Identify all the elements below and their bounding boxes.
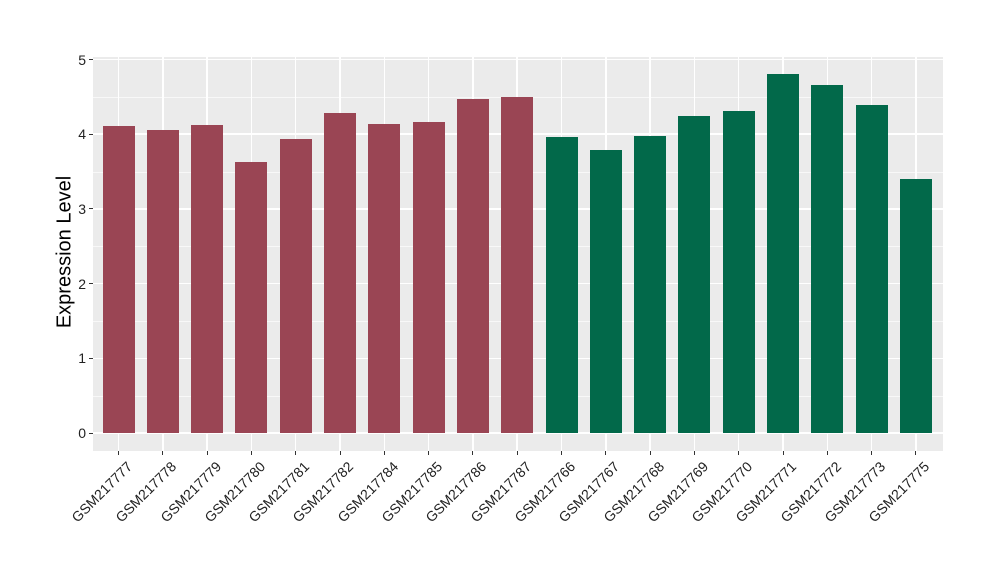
- x-tick-mark: [738, 451, 740, 455]
- y-tick-label: 0: [78, 425, 86, 441]
- y-tick-mark: [89, 208, 93, 210]
- y-axis-title: Expression Level: [53, 175, 76, 329]
- y-tick-label: 2: [78, 275, 86, 292]
- x-tick-mark: [693, 451, 695, 455]
- y-tick-mark: [89, 432, 93, 434]
- x-tick-mark: [428, 451, 430, 455]
- bar-GSM217770: [722, 111, 755, 433]
- gridline-major: [93, 432, 943, 434]
- bar-GSM217780: [235, 161, 268, 433]
- y-tick-label: 4: [78, 126, 86, 143]
- x-tick-mark: [561, 451, 562, 455]
- x-tick-mark: [826, 451, 828, 455]
- bar-GSM217773: [855, 105, 888, 433]
- bar-GSM217786: [456, 99, 489, 433]
- x-tick-mark: [250, 451, 252, 455]
- gridline-major: [93, 58, 943, 61]
- bar-GSM217767: [589, 149, 622, 433]
- y-tick-mark: [89, 59, 93, 60]
- y-tick-mark: [89, 133, 93, 135]
- y-tick-label: 3: [78, 200, 86, 217]
- x-tick-mark: [915, 451, 917, 455]
- bar-GSM217778: [146, 129, 179, 433]
- x-tick-mark: [871, 451, 873, 455]
- x-tick-mark: [649, 451, 651, 455]
- y-tick-label: 5: [78, 51, 86, 68]
- bar-GSM217766: [545, 137, 578, 433]
- x-tick-mark: [162, 451, 164, 455]
- y-tick-mark: [89, 357, 93, 359]
- bar-GSM217781: [279, 138, 312, 433]
- bar-GSM217777: [102, 125, 135, 433]
- bar-GSM217772: [811, 84, 844, 433]
- x-tick-mark: [605, 451, 607, 455]
- x-tick-mark: [472, 451, 474, 455]
- bar-GSM217779: [191, 125, 224, 433]
- x-tick-mark: [118, 451, 119, 455]
- x-tick-mark: [339, 451, 341, 455]
- bar-GSM217775: [899, 179, 932, 433]
- bar-GSM217771: [767, 74, 799, 433]
- y-tick-mark: [89, 283, 93, 285]
- x-tick-mark: [383, 451, 385, 455]
- x-tick-mark: [516, 451, 518, 455]
- bar-GSM217769: [678, 116, 711, 433]
- y-tick-label: 1: [78, 350, 86, 367]
- bar-GSM217784: [368, 124, 401, 433]
- bar-GSM217785: [412, 121, 445, 433]
- x-tick-mark: [782, 451, 784, 455]
- bar-GSM217768: [634, 136, 667, 433]
- bar-GSM217787: [501, 96, 534, 433]
- bar-GSM217782: [324, 112, 356, 433]
- plot-panel: [93, 57, 943, 451]
- x-tick-mark: [206, 451, 208, 455]
- x-tick-mark: [295, 451, 297, 455]
